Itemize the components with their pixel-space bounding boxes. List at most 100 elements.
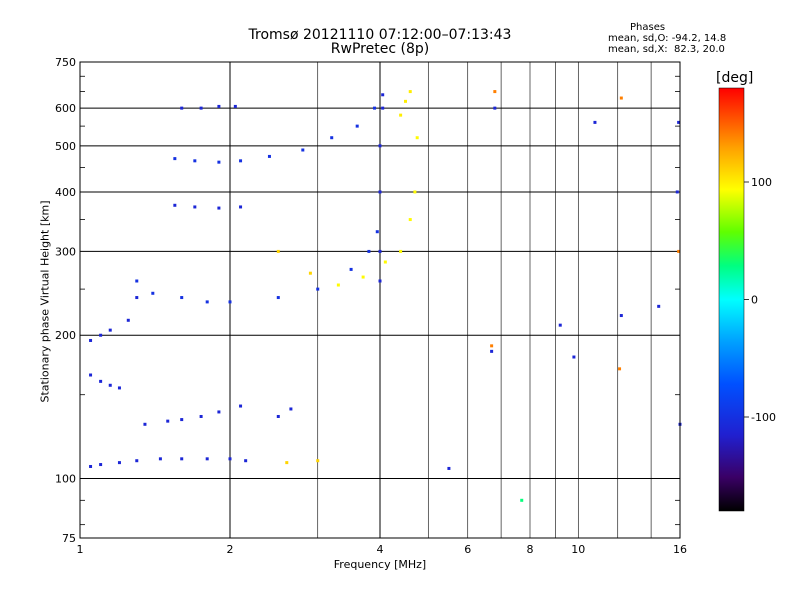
data-point [593,120,597,124]
x-tick-label: 1 [77,543,84,556]
data-point [447,466,451,470]
colorbar-unit: [deg] [716,70,754,86]
data-point [383,260,387,264]
data-point [217,206,221,210]
data-point [244,459,248,463]
data-point [413,190,417,194]
colorbar-tick-label: 0 [751,294,758,307]
data-point [89,338,93,342]
data-point [199,414,203,418]
y-tick-label: 75 [62,532,76,545]
data-point [618,367,622,371]
data-point [558,323,562,327]
data-point [619,96,623,100]
data-point [166,419,170,423]
data-point [193,205,197,209]
data-point [108,383,112,387]
data-point [135,279,139,283]
data-point [490,344,494,348]
y-tick-label: 600 [55,102,76,115]
data-point [89,464,93,468]
data-point [126,318,130,322]
y-tick-label: 200 [55,329,76,342]
data-point [180,296,184,300]
data-point [205,300,209,304]
data-point [675,190,679,194]
y-tick-label: 750 [55,56,76,69]
data-point [361,275,365,279]
data-point [493,106,497,110]
data-point [373,106,377,110]
chart-subtitle: RwPretec (8p) [330,41,430,57]
data-point [158,457,162,461]
data-point [233,104,237,108]
data-point [381,93,385,97]
data-point [572,355,576,359]
phase-stats-o: mean, sd,O: -94.2, 14.8 [608,33,727,44]
data-point [143,422,147,426]
x-tick-label: 8 [527,543,534,556]
y-axis-ticks: 75 100 200 300 400 500 600 750 [55,56,680,545]
data-point [677,120,681,124]
y-tick-label: 300 [55,245,76,258]
data-point [180,106,184,110]
data-point [89,373,93,377]
data-point [378,144,382,148]
y-tick-label: 500 [55,140,76,153]
data-point [267,154,271,158]
data-point [228,300,232,304]
data-point [403,99,407,103]
data-point [276,249,280,253]
data-point [378,279,382,283]
data-point [308,271,312,275]
data-point [330,136,334,140]
data-point [399,249,403,253]
data-point [99,463,103,467]
data-point [217,410,221,414]
data-point [285,461,289,465]
colorbar-ticks: 100 0 -100 [744,176,776,424]
colorbar [719,88,744,511]
grid-lines [80,62,680,538]
phase-stats-x: mean, sd,X: 82.3, 20.0 [608,44,725,55]
chart-title: Tromsø 20121110 07:12:00–07:13:43 [248,27,512,43]
y-tick-label: 100 [55,473,76,486]
data-point [520,498,524,502]
data-point [367,249,371,253]
data-point [349,267,353,271]
data-point [180,457,184,461]
data-point [135,296,139,300]
data-point [378,190,382,194]
data-point [378,249,382,253]
colorbar-tick-label: 100 [751,176,772,189]
data-point [289,407,293,411]
data-point [381,106,385,110]
colorbar-tick-label: -100 [751,411,776,424]
data-points [89,90,682,502]
y-axis-label: Stationary phase Virtual Height [km] [38,200,52,403]
data-point [619,314,623,318]
data-point [135,459,139,463]
data-point [151,291,155,295]
data-point [217,104,221,108]
phases-title: Phases [630,22,666,33]
data-point [239,205,243,209]
x-tick-label: 2 [227,543,234,556]
data-point [677,249,681,253]
data-point [99,379,103,383]
x-tick-label: 6 [464,543,471,556]
data-point [657,304,661,308]
x-tick-label: 10 [571,543,585,556]
data-point [336,283,340,287]
data-point [276,414,280,418]
data-point [316,459,320,463]
data-point [108,328,112,332]
data-point [217,160,221,164]
data-point [193,159,197,163]
data-point [375,230,379,234]
data-point [228,457,232,461]
data-point [117,461,121,465]
data-point [355,124,359,128]
data-point [173,203,177,207]
